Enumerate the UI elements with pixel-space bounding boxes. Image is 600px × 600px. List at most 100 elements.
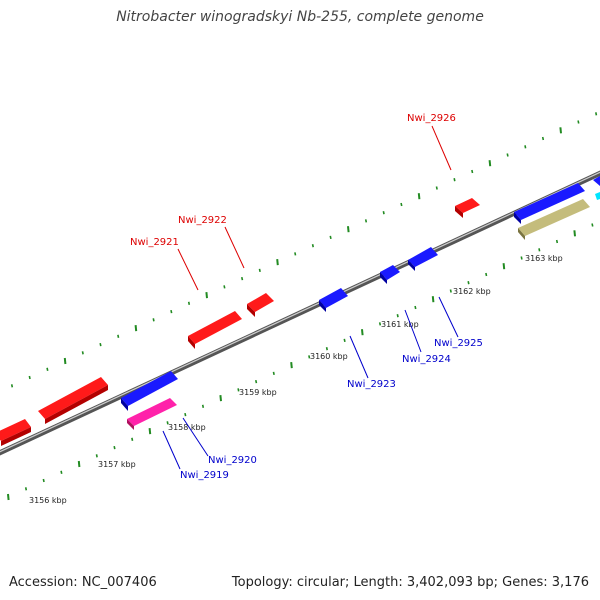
minor-tick xyxy=(60,470,63,474)
gene-feature-reverse[interactable] xyxy=(408,247,438,271)
tick-label: 3159 kbp xyxy=(239,388,277,397)
minor-tick xyxy=(95,454,98,458)
minor-tick xyxy=(272,371,275,376)
minor-tick xyxy=(24,487,28,491)
gene-feature-forward[interactable] xyxy=(0,419,31,446)
inner-tick-ruler xyxy=(7,223,594,501)
gene-label-reverse[interactable]: Nwi_2924 xyxy=(402,354,451,365)
gene-label-forward[interactable]: Nwi_2922 xyxy=(178,215,227,226)
gene-feature-reverse[interactable] xyxy=(514,183,585,224)
major-tick xyxy=(77,460,81,468)
gene-feature-cyan[interactable] xyxy=(595,192,600,200)
gene-label-reverse[interactable]: Nwi_2919 xyxy=(180,470,229,481)
gene-feature-forward[interactable] xyxy=(247,293,274,317)
minor-tick xyxy=(453,178,456,182)
major-tick xyxy=(417,193,421,200)
minor-tick xyxy=(255,379,258,384)
gene-feature-reverse[interactable] xyxy=(121,371,178,411)
gene-feature-forward[interactable] xyxy=(455,198,480,218)
gene-label-reverse[interactable]: Nwi_2925 xyxy=(434,338,483,349)
minor-tick xyxy=(414,305,417,310)
gene-label-reverse[interactable]: Nwi_2920 xyxy=(208,455,257,466)
minor-tick xyxy=(400,202,403,207)
minor-tick xyxy=(99,342,102,347)
minor-tick xyxy=(435,186,438,190)
minor-tick xyxy=(46,367,49,371)
minor-tick xyxy=(308,355,311,359)
minor-tick xyxy=(329,235,332,240)
gene-feature-forward[interactable] xyxy=(38,377,108,424)
gene-label-forward[interactable]: Nwi_2921 xyxy=(130,237,179,248)
minor-tick xyxy=(538,248,541,252)
footer-stats: Topology: circular; Length: 3,402,093 bp… xyxy=(231,575,589,590)
minor-tick xyxy=(311,244,314,248)
minor-tick xyxy=(382,211,385,215)
gene-feature-reverse[interactable] xyxy=(319,288,348,312)
minor-tick xyxy=(378,322,382,326)
major-tick xyxy=(290,362,293,369)
major-tick xyxy=(63,357,67,365)
forward-genes xyxy=(0,198,480,446)
gene-label-reverse[interactable]: Nwi_2923 xyxy=(347,379,396,390)
major-tick xyxy=(431,296,435,303)
outer-tick-ruler xyxy=(10,112,598,388)
major-tick xyxy=(205,292,208,299)
minor-tick xyxy=(555,239,559,244)
other-features xyxy=(127,192,600,430)
minor-tick xyxy=(241,276,244,281)
minor-tick xyxy=(524,145,527,149)
major-tick xyxy=(148,428,152,435)
minor-tick xyxy=(42,478,45,483)
gene-label-forward[interactable]: Nwi_2926 xyxy=(407,113,456,124)
minor-tick xyxy=(28,375,31,380)
major-tick xyxy=(502,263,506,270)
tick-label: 3156 kbp xyxy=(29,496,67,505)
gene-feature-pink[interactable] xyxy=(127,398,177,430)
minor-tick xyxy=(223,285,226,289)
minor-tick xyxy=(541,136,545,141)
tick-labels: 3156 kbp 3157 kbp 3158 kbp 3159 kbp 3160… xyxy=(29,254,563,505)
major-tick xyxy=(347,226,350,233)
minor-tick xyxy=(449,289,452,293)
minor-tick xyxy=(10,384,14,388)
tick-label: 3158 kbp xyxy=(168,423,206,432)
reverse-genes xyxy=(121,176,600,411)
minor-tick xyxy=(396,314,399,318)
map-title: Nitrobacter winogradskyi Nb-255, complet… xyxy=(116,9,484,25)
major-tick xyxy=(573,230,576,237)
minor-tick xyxy=(201,404,205,408)
minor-tick xyxy=(467,281,470,285)
tick-label: 3161 kbp xyxy=(381,320,419,329)
minor-tick xyxy=(152,318,155,322)
major-tick xyxy=(134,325,138,332)
major-tick xyxy=(488,160,492,167)
gene-feature-reverse[interactable] xyxy=(593,176,600,186)
minor-tick xyxy=(113,445,116,450)
minor-tick xyxy=(520,256,523,260)
backbone xyxy=(0,170,600,456)
minor-tick xyxy=(117,334,120,338)
minor-tick xyxy=(595,112,598,116)
minor-tick xyxy=(187,301,191,305)
tick-label: 3160 kbp xyxy=(310,352,348,361)
major-tick xyxy=(276,259,279,266)
minor-tick xyxy=(294,252,297,256)
gene-feature-forward[interactable] xyxy=(188,311,242,349)
minor-tick xyxy=(485,272,488,277)
minor-tick xyxy=(237,388,240,392)
minor-tick xyxy=(577,120,580,124)
minor-tick xyxy=(471,169,474,174)
tick-label: 3157 kbp xyxy=(98,460,136,469)
major-tick xyxy=(219,395,222,402)
minor-tick xyxy=(184,412,187,417)
minor-tick xyxy=(166,421,169,425)
minor-tick xyxy=(258,268,261,273)
minor-tick xyxy=(170,309,173,314)
major-tick xyxy=(559,127,562,134)
gene-feature-reverse[interactable] xyxy=(380,265,400,284)
minor-tick xyxy=(591,223,594,227)
minor-tick xyxy=(343,338,346,343)
gene-labels: Nwi_2926 Nwi_2922 Nwi_2921 Nwi_2925 Nwi_… xyxy=(130,113,483,481)
gene-feature-olive[interactable] xyxy=(518,199,590,240)
